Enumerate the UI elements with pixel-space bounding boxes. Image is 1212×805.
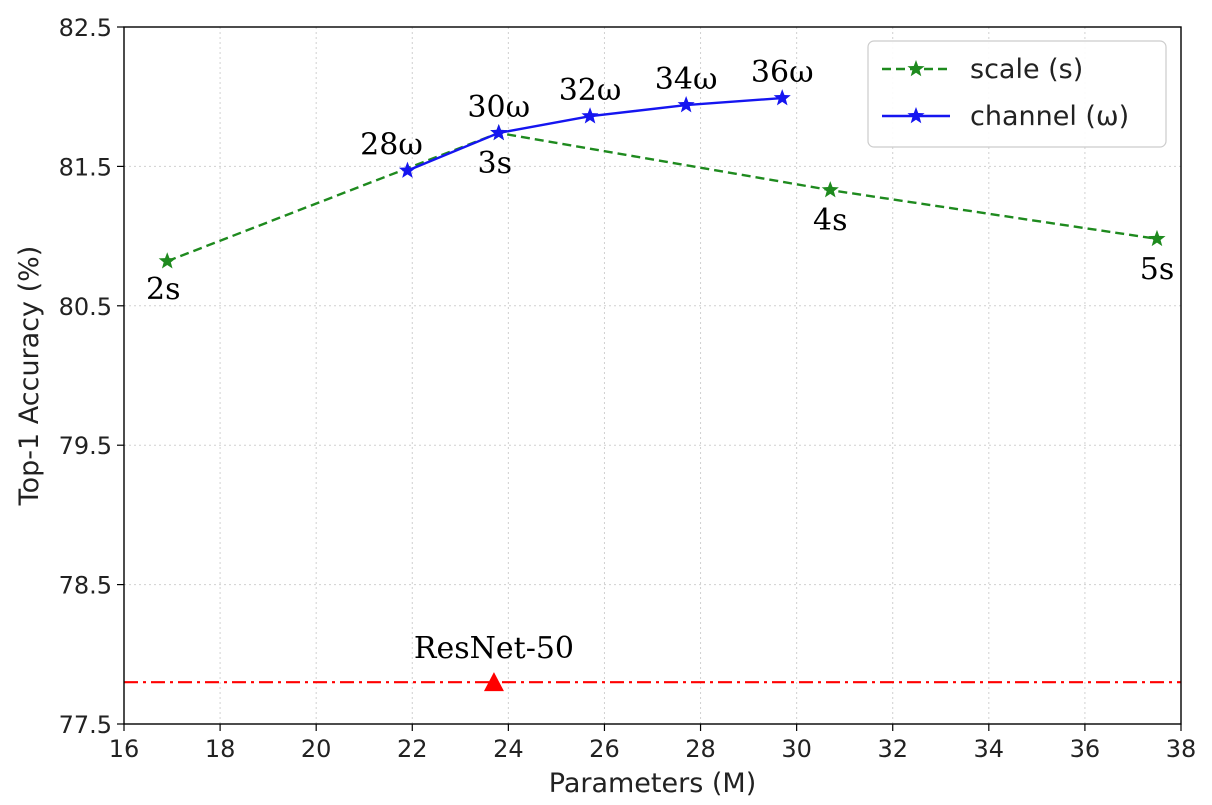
axes-box [123, 26, 1182, 725]
x-axis-title: Parameters (M) [549, 768, 756, 799]
legend: scale (s) channel (ω) [867, 40, 1167, 148]
legend-marker [907, 60, 925, 77]
point-label: 3s [478, 146, 512, 181]
y-tick-label: 78.5 [59, 572, 112, 600]
series-point-scale [1148, 229, 1166, 247]
point-label: 5s [1140, 252, 1174, 287]
x-tick-label: 26 [589, 735, 620, 763]
x-tick-label: 34 [974, 735, 1005, 763]
series-point-channel [677, 96, 695, 113]
series-point-channel [581, 107, 599, 124]
point-label: 28ω [360, 128, 423, 163]
legend-box [867, 40, 1167, 148]
x-tick-label: 22 [397, 735, 428, 763]
baseline-label: ResNet-50 [414, 631, 574, 666]
point-label: 32ω [559, 73, 622, 108]
series-point-channel [490, 123, 508, 141]
legend-label: scale (s) [970, 54, 1083, 85]
y-axis-title: Top-1 Accuracy (%) [14, 246, 45, 507]
series-point-channel [773, 89, 791, 106]
legend-marker [907, 107, 925, 124]
series-point-channel [398, 161, 417, 178]
x-tick-label: 24 [493, 735, 524, 763]
x-tick-label: 32 [877, 735, 908, 763]
point-label: 36ω [751, 55, 814, 90]
point-labels: 2s 3s 4s 5s 28ω 30ω 32ω 34ω 36ω [146, 55, 1174, 307]
point-label: 2s [146, 272, 180, 307]
point-label: 30ω [467, 90, 530, 125]
x-tick-label: 20 [301, 735, 332, 763]
x-tick-label: 28 [685, 735, 716, 763]
x-tick-label: 16 [109, 735, 140, 763]
legend-label: channel (ω) [970, 101, 1129, 132]
baseline-layer: ResNet-50 [124, 631, 1181, 692]
baseline-marker [483, 672, 504, 692]
y-tick-label: 82.5 [59, 14, 112, 42]
x-tick-label: 36 [1070, 735, 1101, 763]
y-tick-label: 77.5 [59, 711, 112, 739]
ticks: 16 18 20 22 24 26 28 30 32 34 36 38 77.5 78.5 79.5 80.5… [59, 14, 1197, 763]
point-label: 34ω [655, 62, 718, 97]
y-tick-label: 80.5 [59, 293, 112, 321]
series-line-scale [166, 131, 1158, 263]
x-tick-label: 38 [1166, 735, 1197, 763]
y-tick-label: 79.5 [59, 432, 112, 460]
x-tick-label: 30 [781, 735, 812, 763]
x-tick-label: 18 [205, 735, 236, 763]
y-tick-label: 81.5 [59, 153, 112, 181]
series-layer [158, 89, 1166, 269]
plot-frame [123, 26, 1182, 725]
series-point-scale [821, 181, 839, 198]
point-label: 4s [813, 203, 847, 238]
series-point-scale [158, 252, 176, 269]
